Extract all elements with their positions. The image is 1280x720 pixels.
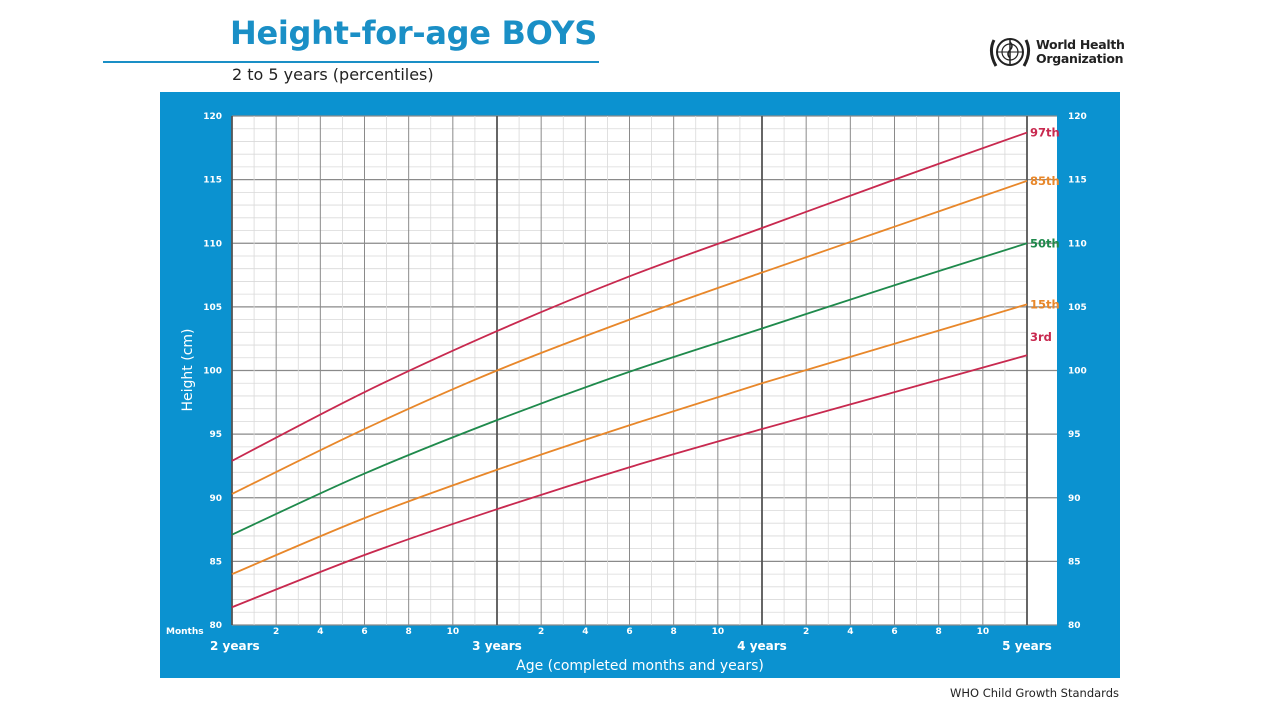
- footer-source: WHO Child Growth Standards: [950, 686, 1119, 700]
- y-tick-right: 115: [1068, 176, 1087, 186]
- y-tick-left: 90: [209, 494, 222, 504]
- x-month-tick: 10: [712, 627, 725, 637]
- y-tick-left: 95: [209, 430, 222, 440]
- percentile-curves: 97th 85th 50th 15th 3rd: [231, 126, 1060, 609]
- x-month-tick: 2: [538, 627, 544, 637]
- x-month-tick: 8: [406, 627, 412, 637]
- percentile-line-3rd: [231, 354, 1028, 609]
- y-tick-right: 110: [1068, 239, 1087, 249]
- y-tick-left: 100: [203, 367, 222, 377]
- y-tick-left: 110: [203, 239, 222, 249]
- who-name-line2: Organization: [1036, 51, 1124, 66]
- y-tick-left: 80: [209, 621, 222, 631]
- x-month-tick: 8: [671, 627, 677, 637]
- percentile-line-97th: [231, 131, 1028, 462]
- grid: [231, 115, 1057, 626]
- y-tick-right: 85: [1068, 557, 1081, 567]
- axis-labels: 80 80 85 85 90 90 95 95 100 100 105 105 110 110 115 115…: [203, 112, 1087, 653]
- percentile-label-3rd: 3rd: [1030, 330, 1052, 344]
- x-month-tick: 10: [447, 627, 460, 637]
- x-month-tick: 4: [847, 627, 853, 637]
- x-month-tick: 8: [936, 627, 942, 637]
- y-axis-title: Height (cm): [180, 329, 196, 412]
- page-title: Height-for-age BOYS: [230, 14, 598, 52]
- title-divider: [103, 61, 599, 63]
- x-month-tick: 6: [891, 627, 897, 637]
- x-month-tick: 6: [626, 627, 632, 637]
- x-year-label: 3 years: [472, 639, 522, 653]
- x-month-tick: 4: [582, 627, 588, 637]
- y-tick-right: 95: [1068, 430, 1081, 440]
- percentile-label-50th: 50th: [1030, 236, 1060, 250]
- who-name-line1: World Health: [1036, 37, 1125, 52]
- percentile-label-15th: 15th: [1030, 297, 1060, 311]
- percentile-line-50th: [231, 242, 1028, 536]
- x-month-tick: 2: [803, 627, 809, 637]
- x-year-label: 5 years: [1002, 639, 1052, 653]
- y-tick-left: 120: [203, 112, 222, 122]
- percentile-line-15th: [231, 303, 1028, 575]
- x-axis-title: Age (completed months and years): [516, 658, 764, 674]
- y-tick-left: 105: [203, 303, 222, 313]
- page-subtitle: 2 to 5 years (percentiles): [232, 65, 434, 84]
- y-tick-right: 120: [1068, 112, 1087, 122]
- y-tick-right: 100: [1068, 367, 1087, 377]
- months-label: Months: [166, 627, 204, 637]
- x-month-tick: 6: [361, 627, 367, 637]
- who-logo: World Health Organization: [988, 32, 1125, 72]
- y-tick-left: 85: [209, 557, 222, 567]
- x-year-label: 2 years: [210, 639, 260, 653]
- who-name: World Health Organization: [1036, 38, 1125, 66]
- percentile-line-85th: [231, 180, 1028, 495]
- x-month-tick: 10: [977, 627, 990, 637]
- y-tick-right: 80: [1068, 621, 1081, 631]
- who-emblem-icon: [989, 38, 1031, 67]
- x-year-label: 4 years: [737, 639, 787, 653]
- percentile-label-97th: 97th: [1030, 126, 1060, 140]
- x-month-tick: 2: [273, 627, 279, 637]
- y-tick-right: 105: [1068, 303, 1087, 313]
- x-month-tick: 4: [317, 627, 323, 637]
- y-tick-right: 90: [1068, 494, 1081, 504]
- y-tick-left: 115: [203, 176, 222, 186]
- percentile-label-85th: 85th: [1030, 174, 1060, 188]
